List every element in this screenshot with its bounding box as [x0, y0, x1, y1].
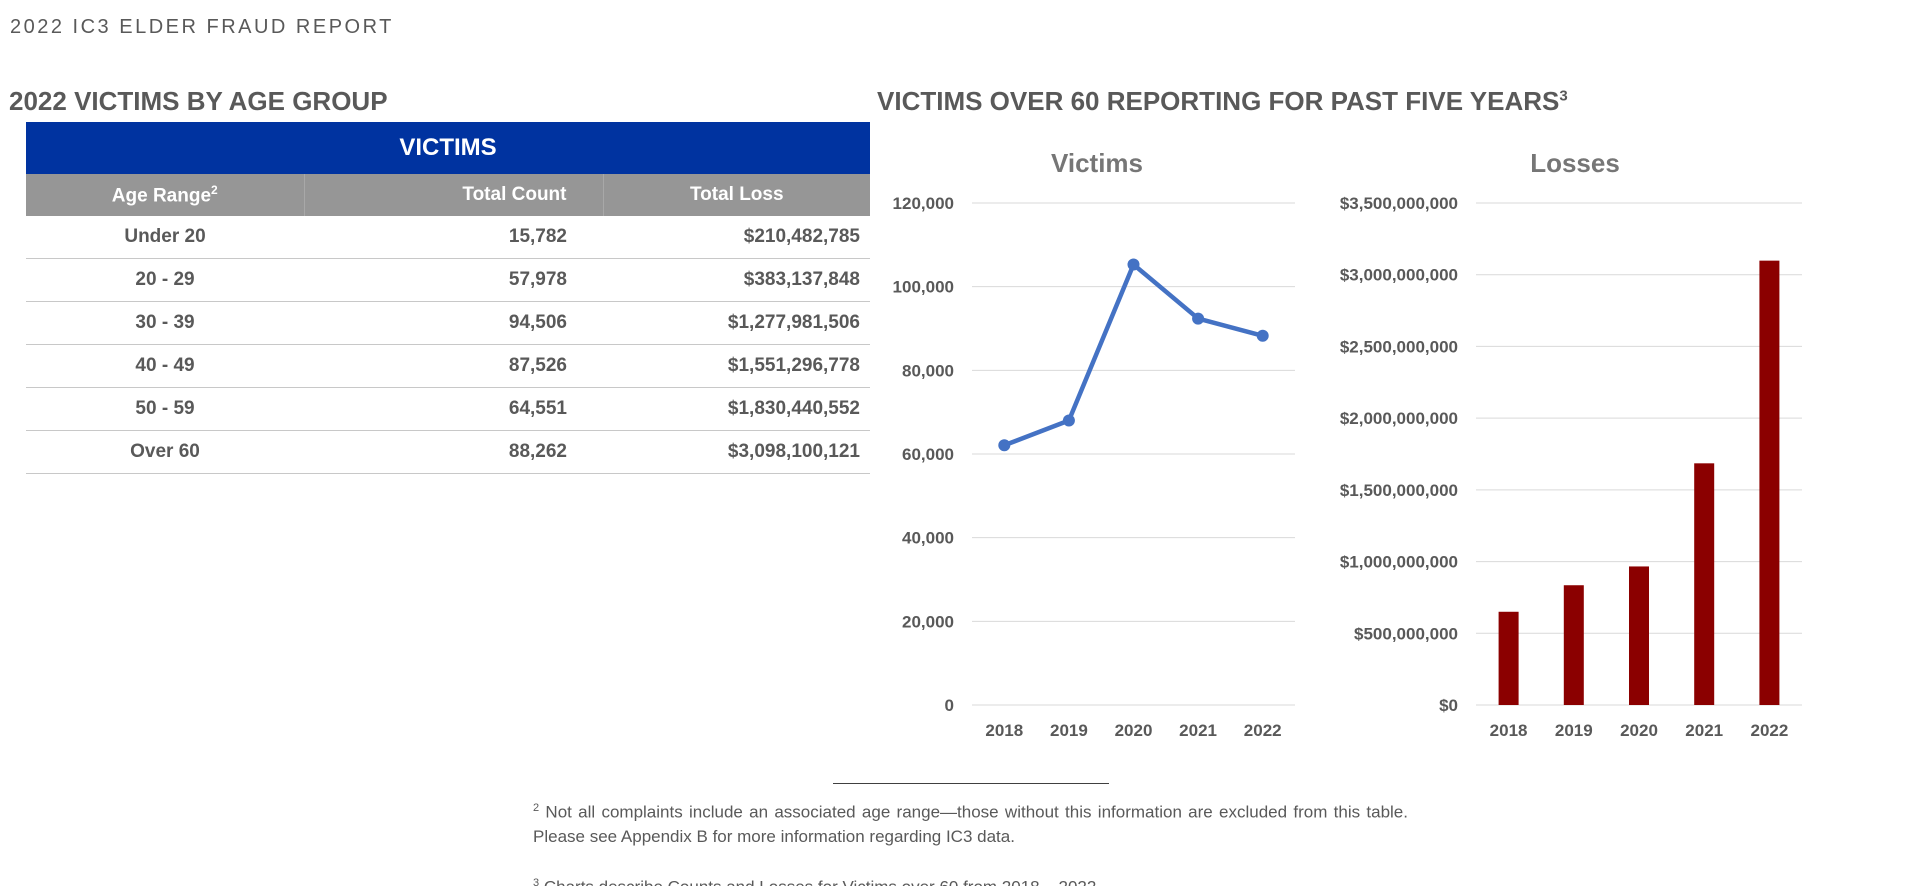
victims-table: VICTIMS Age Range2 Total Count Total Los… [26, 122, 870, 474]
column-header-age-label: Age Range [111, 185, 212, 207]
y-tick-label: $0 [1439, 696, 1458, 715]
column-header-count: Total Count [303, 174, 603, 216]
y-tick-label: $3,500,000,000 [1340, 194, 1458, 213]
footnotes: 2 Not all complaints include an associat… [533, 796, 1408, 886]
column-header-age: Age Range2 [26, 174, 304, 216]
count-cell: 87,526 [304, 344, 603, 388]
footnote-mark: 3 [533, 876, 540, 886]
x-tick-label: 2018 [985, 721, 1023, 740]
data-point [998, 439, 1011, 452]
five-year-section-title: VICTIMS OVER 60 REPORTING FOR PAST FIVE … [877, 86, 1568, 117]
count-cell: 15,782 [304, 216, 603, 259]
x-tick-label: 2022 [1750, 721, 1788, 740]
table-header-victims: VICTIMS [26, 122, 870, 174]
loss-cell: $3,098,100,121 [603, 430, 870, 474]
loss-cell: $1,277,981,506 [603, 301, 870, 345]
age-cell: 50 - 59 [26, 387, 304, 431]
data-point [1062, 414, 1075, 427]
table-row: Over 60 88,262 $3,098,100,121 [26, 430, 870, 474]
x-tick-label: 2019 [1050, 721, 1088, 740]
five-year-title-text: VICTIMS OVER 60 REPORTING FOR PAST FIVE … [877, 86, 1560, 116]
x-tick-label: 2018 [1490, 721, 1528, 740]
age-cell: 30 - 39 [26, 301, 304, 345]
y-tick-label: 40,000 [902, 529, 954, 548]
age-group-section-title: 2022 VICTIMS BY AGE GROUP [9, 86, 388, 116]
y-tick-label: 120,000 [893, 194, 954, 213]
footnote-divider [833, 783, 1109, 784]
data-point [1256, 329, 1269, 342]
x-tick-label: 2021 [1179, 721, 1217, 740]
footnote-2-text: Not all complaints include an associated… [533, 802, 1408, 846]
chart-title: Victims [1051, 148, 1143, 178]
loss-cell: $210,482,785 [603, 216, 870, 259]
footnote-mark: 2 [211, 182, 218, 197]
x-tick-label: 2021 [1685, 721, 1723, 740]
table-row: Under 20 15,782 $210,482,785 [26, 216, 870, 259]
loss-cell: $1,830,440,552 [603, 387, 870, 431]
column-header-loss: Total Loss [602, 174, 870, 216]
age-cell: Under 20 [26, 216, 304, 259]
y-tick-label: 100,000 [893, 278, 954, 297]
table-row: 20 - 29 57,978 $383,137,848 [26, 258, 870, 302]
table-row: 50 - 59 64,551 $1,830,440,552 [26, 387, 870, 431]
age-cell: 40 - 49 [26, 344, 304, 388]
bar [1629, 566, 1649, 705]
table-row: 40 - 49 87,526 $1,551,296,778 [26, 344, 870, 388]
report-title: 2022 IC3 ELDER FRAUD REPORT [10, 16, 394, 38]
y-tick-label: 60,000 [902, 445, 954, 464]
count-cell: 57,978 [304, 258, 603, 302]
chart-title: Losses [1530, 148, 1620, 178]
age-cell: 20 - 29 [26, 258, 304, 302]
footnote-3: 3 Charts describe Counts and Losses for … [533, 871, 1408, 886]
victims-line-chart: Victims 0 20,000 40,000 60,000 80,000 100,000 1… [893, 148, 1295, 740]
loss-cell: $383,137,848 [603, 258, 870, 302]
bar [1563, 585, 1584, 705]
x-tick-label: 2020 [1620, 721, 1658, 740]
footnote-3-text: Charts describe Counts and Losses for Vi… [544, 877, 1101, 886]
y-tick-label: $3,000,000,000 [1340, 266, 1458, 285]
data-point [1127, 258, 1140, 271]
footnote-2: 2 Not all complaints include an associat… [533, 796, 1408, 849]
table-row: 30 - 39 94,506 $1,277,981,506 [26, 301, 870, 345]
bar [1759, 260, 1780, 705]
victims-series-line [1003, 262, 1264, 448]
y-tick-label: $2,500,000,000 [1340, 337, 1458, 356]
footnote-mark: 3 [1559, 87, 1568, 105]
count-cell: 88,262 [304, 430, 603, 474]
y-tick-label: 20,000 [902, 612, 954, 631]
x-tick-label: 2019 [1555, 721, 1593, 740]
footnote-mark: 2 [533, 802, 540, 814]
bar [1694, 463, 1715, 705]
y-tick-label: $1,000,000,000 [1340, 553, 1458, 572]
y-tick-label: $500,000,000 [1354, 624, 1458, 643]
loss-cell: $1,551,296,778 [603, 344, 870, 388]
y-tick-label: $1,500,000,000 [1340, 481, 1458, 500]
y-tick-label: $2,000,000,000 [1340, 409, 1458, 428]
x-tick-label: 2022 [1244, 721, 1282, 740]
y-tick-label: 0 [945, 696, 954, 715]
y-tick-label: 80,000 [902, 361, 954, 380]
data-point [1192, 312, 1205, 325]
bar [1498, 611, 1519, 705]
count-cell: 94,506 [304, 301, 603, 345]
x-tick-label: 2020 [1115, 721, 1153, 740]
count-cell: 64,551 [304, 387, 603, 431]
losses-bar-chart: Losses $0 $500,000,000 $1,000,000,000 $1,500… [1340, 148, 1802, 740]
age-cell: Over 60 [26, 430, 304, 474]
